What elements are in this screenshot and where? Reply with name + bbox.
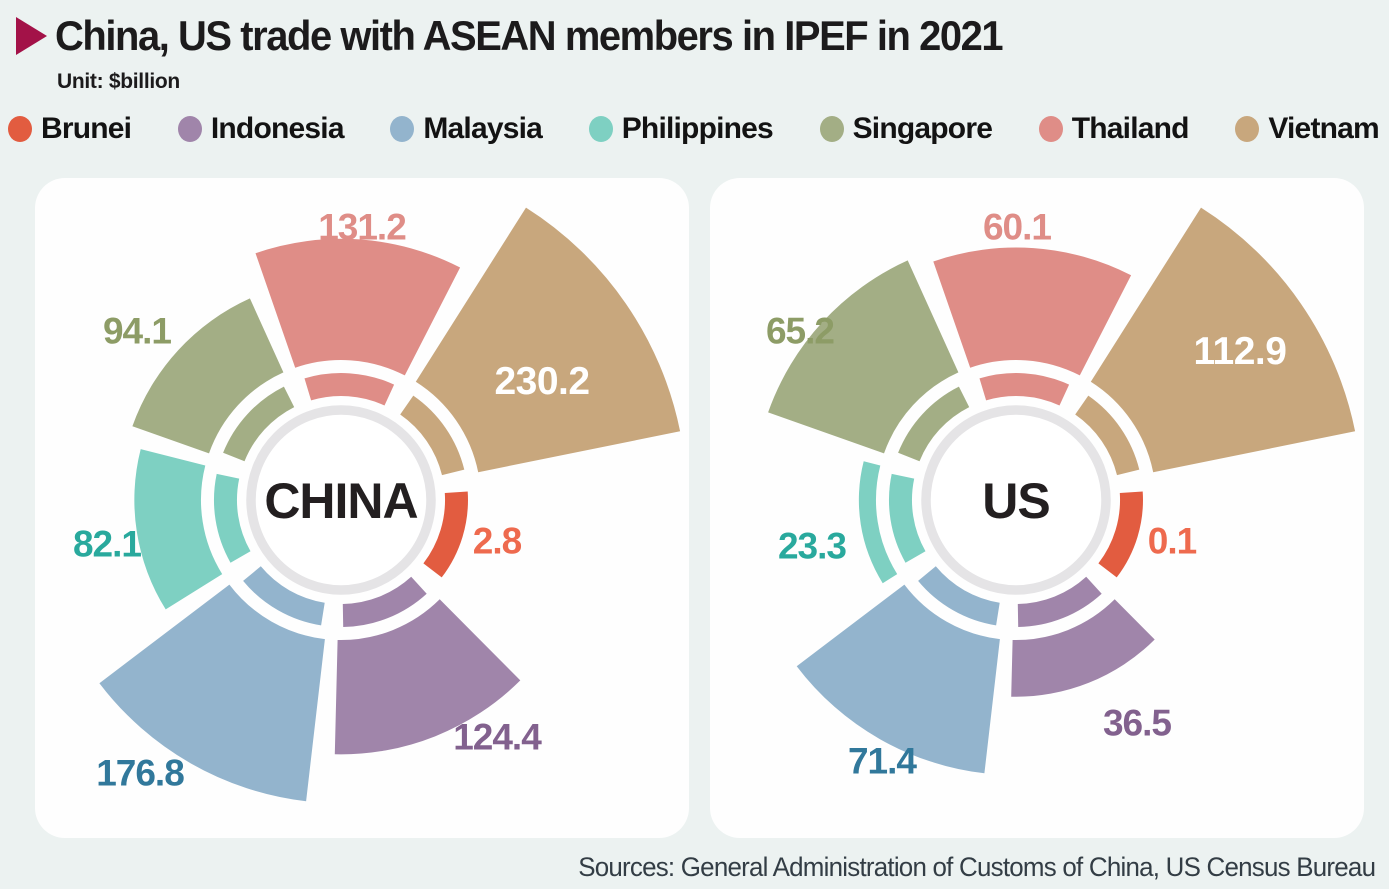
wedge-malaysia	[99, 584, 325, 802]
legend-item-singapore: Singapore	[819, 112, 993, 146]
charts-row: 131.2 230.2 2.8 124.4 176.8 82.1 94.1 CHINA 60.…	[35, 178, 1364, 838]
inner-arc-indonesia	[342, 576, 427, 627]
rose-chart-us: 60.1 112.9 0.1 36.5 71.4 23.3 65.2 US	[766, 206, 1356, 781]
unit-label: Unit: $billion	[57, 70, 180, 93]
wedge-indonesia	[334, 599, 521, 755]
wedge-philippines	[134, 449, 223, 610]
legend-item-indonesia: Indonesia	[177, 112, 345, 146]
legend-dot-thailand	[1038, 116, 1063, 142]
inner-arc-philippines	[888, 473, 926, 563]
legend-item-malaysia: Malaysia	[390, 112, 543, 146]
wedge-thailand	[255, 238, 461, 376]
legend-label: Vietnam	[1268, 112, 1379, 145]
page-title: China, US trade with ASEAN members in IP…	[55, 12, 1004, 59]
legend-dot-vietnam	[1235, 116, 1260, 142]
legend-label: Brunei	[41, 112, 132, 145]
center-label-us: US	[982, 473, 1049, 529]
legend: Brunei Indonesia Malaysia Philippines Singap…	[8, 112, 1380, 146]
legend-dot-malaysia	[390, 116, 415, 142]
legend-dot-brunei	[8, 116, 32, 142]
wedge-thailand	[933, 247, 1132, 376]
inner-arc-thailand	[979, 373, 1070, 406]
wedge-philippines	[858, 461, 898, 584]
inner-arc-vietnam	[1075, 395, 1140, 476]
rose-chart-china: 131.2 230.2 2.8 124.4 176.8 82.1 94.1 CHINA	[73, 206, 681, 802]
center-label-china: CHINA	[264, 473, 417, 529]
inner-arc-malaysia	[918, 566, 1000, 626]
wedge-vietnam	[415, 207, 681, 473]
value-label-thailand: 131.2	[318, 206, 406, 247]
value-label-malaysia: 71.4	[848, 740, 917, 781]
value-label-singapore: 65.2	[766, 310, 834, 351]
legend-dot-indonesia	[177, 116, 202, 142]
value-label-philippines: 82.1	[73, 523, 141, 564]
legend-item-thailand: Thailand	[1038, 112, 1190, 146]
legend-label: Singapore	[852, 112, 993, 145]
value-label-vietnam: 112.9	[1194, 330, 1287, 373]
center-circle	[921, 405, 1111, 595]
source-attribution: Sources: General Administration of Custo…	[577, 852, 1376, 882]
inner-arc-thailand	[304, 373, 395, 406]
inner-arc-malaysia	[243, 566, 325, 626]
title-arrow-icon	[16, 17, 47, 55]
footer: Sources: General Administration of Custo…	[0, 839, 1389, 889]
legend-item-vietnam: Vietnam	[1235, 112, 1380, 146]
inner-arc-brunei	[1098, 491, 1143, 578]
inner-arc-philippines	[213, 473, 251, 563]
legend-item-brunei: Brunei	[8, 112, 132, 146]
value-label-singapore: 94.1	[103, 310, 171, 351]
legend-label: Indonesia	[210, 112, 345, 145]
wedge-vietnam	[1090, 207, 1356, 473]
value-label-brunei: 0.1	[1148, 520, 1197, 561]
header: China, US trade with ASEAN members in IP…	[0, 0, 1389, 94]
value-label-vietnam: 230.2	[494, 360, 589, 403]
inner-arc-singapore	[898, 386, 970, 462]
inner-arc-vietnam	[400, 395, 465, 476]
inner-arc-singapore	[223, 386, 295, 462]
legend-dot-singapore	[819, 116, 844, 142]
value-label-brunei: 2.8	[473, 520, 522, 561]
value-label-philippines: 23.3	[778, 525, 846, 566]
wedge-singapore	[768, 260, 959, 454]
chart-panel-us: 60.1 112.9 0.1 36.5 71.4 23.3 65.2 US	[710, 178, 1364, 838]
legend-dot-philippines	[588, 116, 613, 142]
legend-label: Thailand	[1071, 112, 1190, 145]
inner-arc-brunei	[423, 491, 468, 578]
center-circle	[246, 405, 436, 595]
wedge-malaysia	[796, 584, 1000, 774]
legend-item-philippines: Philippines	[588, 112, 774, 146]
inner-arc-indonesia	[1017, 576, 1102, 627]
title-row: China, US trade with ASEAN members in IP…	[16, 12, 1389, 60]
legend-label: Malaysia	[423, 112, 543, 145]
value-label-thailand: 60.1	[983, 206, 1051, 247]
legend-label: Philippines	[621, 112, 774, 145]
value-label-indonesia: 36.5	[1103, 702, 1171, 743]
wedge-indonesia	[1011, 599, 1155, 697]
value-label-malaysia: 176.8	[96, 752, 184, 793]
chart-panel-china: 131.2 230.2 2.8 124.4 176.8 82.1 94.1 CHINA	[35, 178, 689, 838]
value-label-indonesia: 124.4	[453, 716, 542, 757]
wedge-singapore	[132, 298, 284, 454]
